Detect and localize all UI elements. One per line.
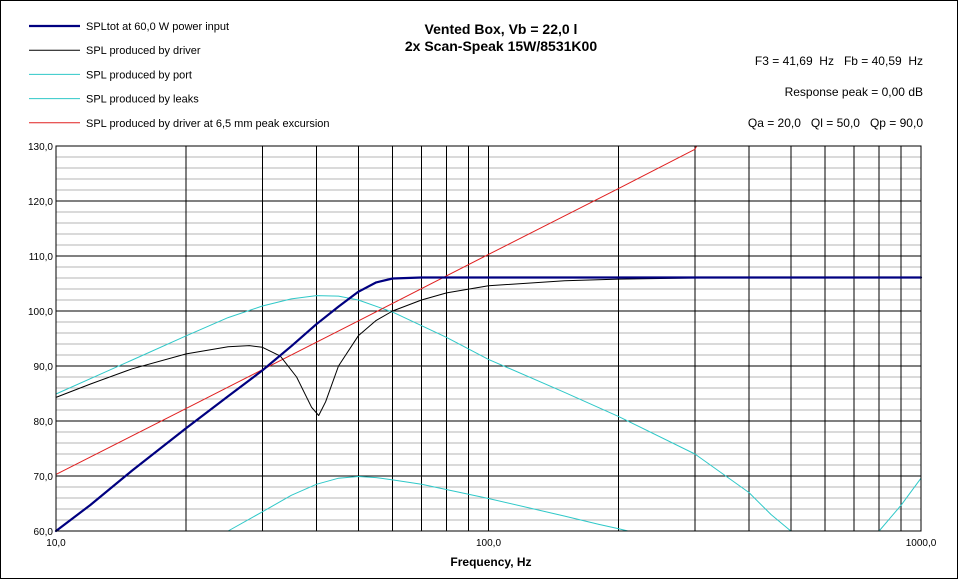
legend-label: SPL produced by port bbox=[86, 69, 192, 81]
y-tick-label: 120,0 bbox=[28, 197, 53, 208]
legend: SPLtot at 60,0 W power input SPL produced… bbox=[29, 21, 330, 130]
y-tick-label: 130,0 bbox=[28, 142, 53, 153]
y-tick-label: 70,0 bbox=[34, 472, 54, 483]
chart-subtitle: 2x Scan-Speak 15W/8531K00 bbox=[405, 38, 597, 54]
legend-label: SPLtot at 60,0 W power input bbox=[86, 21, 229, 33]
legend-label: SPL produced by driver bbox=[86, 45, 201, 57]
excursion-limit-series-line bbox=[55, 145, 698, 475]
x-tick-label: 1000,0 bbox=[906, 538, 937, 549]
x-tick-label: 10,0 bbox=[46, 538, 66, 549]
y-tick-label: 80,0 bbox=[34, 417, 54, 428]
x-axis-label: Frequency, Hz bbox=[450, 555, 531, 569]
leaks-spl-hf-series-line bbox=[878, 477, 922, 532]
driver-spl-series-line bbox=[55, 277, 922, 416]
tick-labels: 60,0 70,0 80,0 90,0 100,0 110,0 120,0 130,0 10,0… bbox=[28, 142, 937, 549]
leaks-spl-series-line bbox=[55, 295, 792, 532]
y-tick-label: 110,0 bbox=[29, 252, 54, 263]
legend-label: SPL produced by leaks bbox=[86, 94, 199, 106]
spltot-series-line bbox=[54, 276, 923, 533]
q-factors-info: Qa = 20,0 Ql = 50,0 Qp = 90,0 bbox=[748, 116, 923, 130]
chart-title: Vented Box, Vb = 22,0 l bbox=[425, 21, 578, 37]
series-group bbox=[54, 145, 923, 533]
y-tick-label: 100,0 bbox=[28, 307, 53, 318]
plot-area-border bbox=[55, 145, 922, 532]
y-tick-label: 60,0 bbox=[34, 527, 54, 538]
x-tick-label: 100,0 bbox=[476, 538, 501, 549]
legend-label: SPL produced by driver at 6,5 mm peak ex… bbox=[86, 118, 330, 130]
port-spl-series-line bbox=[227, 476, 629, 532]
response-peak-info: Response peak = 0,00 dB bbox=[785, 85, 923, 99]
grid bbox=[56, 146, 921, 531]
y-tick-label: 90,0 bbox=[34, 362, 54, 373]
tuning-info: F3 = 41,69 Hz Fb = 40,59 Hz bbox=[755, 54, 923, 68]
